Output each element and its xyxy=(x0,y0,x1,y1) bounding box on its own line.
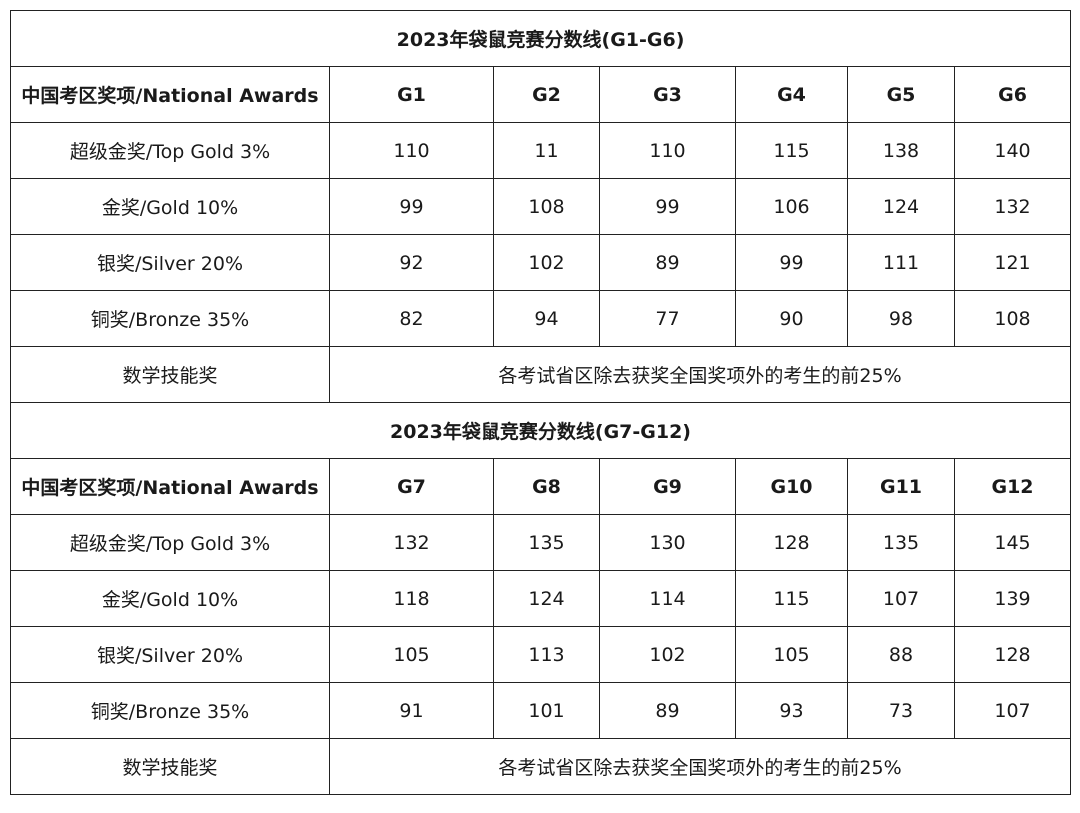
award-label: 超级金奖/Top Gold 3% xyxy=(10,122,330,179)
score-cell: 138 xyxy=(847,122,955,179)
grade-header: G10 xyxy=(735,458,848,515)
score-cell: 107 xyxy=(953,682,1072,739)
table-row: 超级金奖/Top Gold 3% 110 11 110 115 138 140 xyxy=(10,122,1072,179)
award-score-table: 2023年袋鼠竞赛分数线(G1-G6) 中国考区奖项/National Awar… xyxy=(9,10,1072,795)
score-cell: 111 xyxy=(847,234,955,291)
score-cell: 128 xyxy=(735,514,848,571)
score-cell: 92 xyxy=(329,234,494,291)
award-label: 超级金奖/Top Gold 3% xyxy=(10,514,330,571)
score-cell: 135 xyxy=(493,514,600,571)
score-cell: 124 xyxy=(847,178,955,235)
skill-award-note: 各考试省区除去获奖全国奖项外的考生的前25% xyxy=(328,738,1072,795)
grade-header: G2 xyxy=(493,66,600,123)
score-cell: 145 xyxy=(953,514,1072,571)
grade-header: G4 xyxy=(735,66,848,123)
skill-award-label: 数学技能奖 xyxy=(10,346,330,403)
score-cell: 114 xyxy=(599,570,736,627)
score-cell: 108 xyxy=(953,290,1072,347)
skill-award-note: 各考试省区除去获奖全国奖项外的考生的前25% xyxy=(328,346,1072,403)
score-cell: 89 xyxy=(599,682,736,739)
score-cell: 108 xyxy=(493,178,600,235)
grade-header: G11 xyxy=(847,458,955,515)
awards-column-header: 中国考区奖项/National Awards xyxy=(10,66,330,123)
score-cell: 130 xyxy=(599,514,736,571)
score-cell: 82 xyxy=(329,290,494,347)
score-cell: 99 xyxy=(329,178,494,235)
table-row: 金奖/Gold 10% 99 108 99 106 124 132 xyxy=(10,178,1072,235)
grade-header: G8 xyxy=(493,458,600,515)
score-cell: 115 xyxy=(735,122,848,179)
grade-header: G5 xyxy=(847,66,955,123)
score-cell: 101 xyxy=(493,682,600,739)
table-row: 银奖/Silver 20% 92 102 89 99 111 121 xyxy=(10,234,1072,291)
header-row: 中国考区奖项/National Awards G7 G8 G9 G10 G11 … xyxy=(10,458,1072,515)
score-cell: 118 xyxy=(329,570,494,627)
score-cell: 88 xyxy=(847,626,955,683)
award-label: 金奖/Gold 10% xyxy=(10,178,330,235)
skill-award-row: 数学技能奖 各考试省区除去获奖全国奖项外的考生的前25% xyxy=(10,738,1072,795)
grade-header: G1 xyxy=(329,66,494,123)
skill-award-label: 数学技能奖 xyxy=(10,738,330,795)
score-cell: 105 xyxy=(735,626,848,683)
awards-column-header: 中国考区奖项/National Awards xyxy=(10,458,330,515)
score-cell: 139 xyxy=(953,570,1072,627)
grade-header: G7 xyxy=(329,458,494,515)
table-title: 2023年袋鼠竞赛分数线(G7-G12) xyxy=(9,402,1072,459)
award-label: 金奖/Gold 10% xyxy=(10,570,330,627)
score-cell: 94 xyxy=(493,290,600,347)
score-cell: 113 xyxy=(493,626,600,683)
score-cell: 98 xyxy=(847,290,955,347)
score-cell: 121 xyxy=(953,234,1072,291)
score-cell: 77 xyxy=(599,290,736,347)
score-cell: 132 xyxy=(953,178,1072,235)
score-cell: 93 xyxy=(735,682,848,739)
score-cell: 99 xyxy=(599,178,736,235)
score-cell: 128 xyxy=(953,626,1072,683)
score-cell: 102 xyxy=(599,626,736,683)
score-cell: 91 xyxy=(329,682,494,739)
award-label: 铜奖/Bronze 35% xyxy=(10,290,330,347)
table-row: 金奖/Gold 10% 118 124 114 115 107 139 xyxy=(10,570,1072,627)
table-title-row: 2023年袋鼠竞赛分数线(G1-G6) xyxy=(9,10,1072,67)
grade-header: G6 xyxy=(953,66,1072,123)
grade-header: G3 xyxy=(599,66,736,123)
award-label: 银奖/Silver 20% xyxy=(10,626,330,683)
skill-award-row: 数学技能奖 各考试省区除去获奖全国奖项外的考生的前25% xyxy=(10,346,1072,403)
grade-header: G12 xyxy=(953,458,1072,515)
score-cell: 110 xyxy=(329,122,494,179)
score-cell: 99 xyxy=(735,234,848,291)
score-cell: 11 xyxy=(493,122,600,179)
table-row: 超级金奖/Top Gold 3% 132 135 130 128 135 145 xyxy=(10,514,1072,571)
table-title: 2023年袋鼠竞赛分数线(G1-G6) xyxy=(9,10,1072,67)
table-row: 铜奖/Bronze 35% 91 101 89 93 73 107 xyxy=(10,682,1072,739)
score-cell: 89 xyxy=(599,234,736,291)
score-cell: 90 xyxy=(735,290,848,347)
score-cell: 110 xyxy=(599,122,736,179)
score-cell: 124 xyxy=(493,570,600,627)
table-row: 铜奖/Bronze 35% 82 94 77 90 98 108 xyxy=(10,290,1072,347)
award-label: 铜奖/Bronze 35% xyxy=(10,682,330,739)
score-cell: 135 xyxy=(847,514,955,571)
score-cell: 115 xyxy=(735,570,848,627)
award-label: 银奖/Silver 20% xyxy=(10,234,330,291)
header-row: 中国考区奖项/National Awards G1 G2 G3 G4 G5 G6 xyxy=(10,66,1072,123)
table-row: 银奖/Silver 20% 105 113 102 105 88 128 xyxy=(10,626,1072,683)
score-cell: 140 xyxy=(953,122,1072,179)
score-cell: 132 xyxy=(329,514,494,571)
table-title-row: 2023年袋鼠竞赛分数线(G7-G12) xyxy=(9,402,1072,459)
score-cell: 73 xyxy=(847,682,955,739)
grade-header: G9 xyxy=(599,458,736,515)
score-cell: 107 xyxy=(847,570,955,627)
score-cell: 102 xyxy=(493,234,600,291)
score-cell: 106 xyxy=(735,178,848,235)
score-cell: 105 xyxy=(329,626,494,683)
